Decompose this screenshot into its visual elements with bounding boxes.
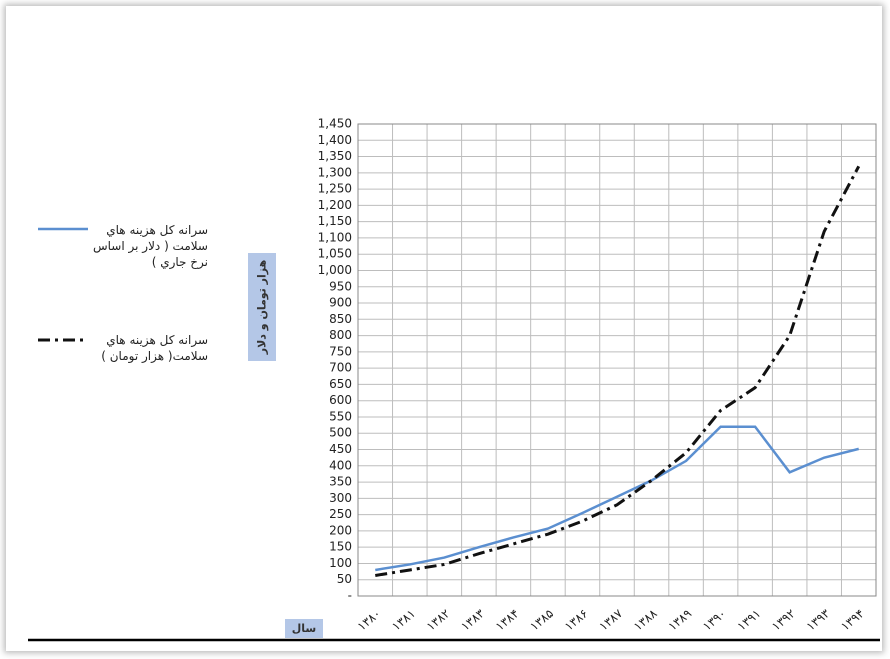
y-tick-label: 350 <box>329 475 352 489</box>
y-tick-label: 1,450 <box>318 117 352 131</box>
x-tick-label: ۱۳۸۶ <box>562 606 591 633</box>
x-tick-label: ۱۳۹۳ <box>804 606 833 634</box>
x-tick-label: ۱۳۹۱ <box>735 606 764 633</box>
x-tick-label: ۱۳۸۳ <box>458 606 487 634</box>
y-tick-label: 550 <box>329 409 352 423</box>
y-tick-label: 1,000 <box>318 263 352 277</box>
y-tick-label: 650 <box>329 377 352 391</box>
y-tick-label: 400 <box>329 458 352 472</box>
y-tick-label: 300 <box>329 491 352 505</box>
x-tick-label: ۱۳۹۲ <box>769 606 798 633</box>
frame <box>6 6 882 651</box>
y-tick-label: - <box>348 589 352 603</box>
y-tick-label: 250 <box>329 507 352 521</box>
series-line <box>375 425 860 572</box>
y-tick-label: 850 <box>329 312 352 326</box>
x-tick-label: ۱۳۹۴ <box>838 606 867 633</box>
y-axis-label-box: هزار تومان و دلار <box>248 253 276 361</box>
y-tick-label: 1,100 <box>318 230 352 244</box>
y-tick-label: 150 <box>329 540 352 554</box>
y-tick-label: 1,250 <box>318 182 352 196</box>
y-tick-label: 1,350 <box>318 149 352 163</box>
legend-label: سرانه کل هزینه هاي سلامت( هزار تومان ) <box>101 333 208 363</box>
y-tick-label: 200 <box>329 523 352 537</box>
x-axis-label: سال <box>285 619 323 638</box>
plot-border <box>357 123 877 597</box>
x-tick-label: ۱۳۸۰ <box>355 606 384 633</box>
y-tick-label: 600 <box>329 393 352 407</box>
x-tick-label: ۱۳۸۷ <box>596 606 625 634</box>
y-tick-label: 1,200 <box>318 198 352 212</box>
x-tick-label: ۱۳۸۸ <box>631 606 660 634</box>
y-tick-label: 700 <box>329 361 352 375</box>
series-line <box>375 165 861 577</box>
x-tick-label: ۱۳۸۹ <box>665 606 694 633</box>
y-tick-label: 1,150 <box>318 214 352 228</box>
legend-label: سرانه کل هزینه هاي سلامت ( دلار بر اساس … <box>92 223 208 269</box>
y-tick-label: 1,300 <box>318 165 352 179</box>
y-tick-label: 1,400 <box>318 133 352 147</box>
x-tick-label: ۱۳۸۴ <box>493 606 522 633</box>
y-tick-label: 1,050 <box>318 247 352 261</box>
x-tick-label: ۱۳۸۱ <box>389 606 418 633</box>
y-tick-label: 500 <box>329 426 352 440</box>
y-tick-label: 50 <box>337 572 352 586</box>
x-tick-label: ۱۳۸۵ <box>527 606 556 633</box>
x-tick-label: ۱۳۸۲ <box>424 606 453 633</box>
y-tick-label: 800 <box>329 328 352 342</box>
y-tick-label: 100 <box>329 556 352 570</box>
x-tick-label: ۱۳۹۰ <box>700 606 729 633</box>
y-tick-label: 950 <box>329 279 352 293</box>
y-tick-label: 900 <box>329 296 352 310</box>
y-tick-label: 750 <box>329 344 352 358</box>
y-tick-label: 450 <box>329 442 352 456</box>
y-axis-label: هزار تومان و دلار <box>255 259 269 355</box>
